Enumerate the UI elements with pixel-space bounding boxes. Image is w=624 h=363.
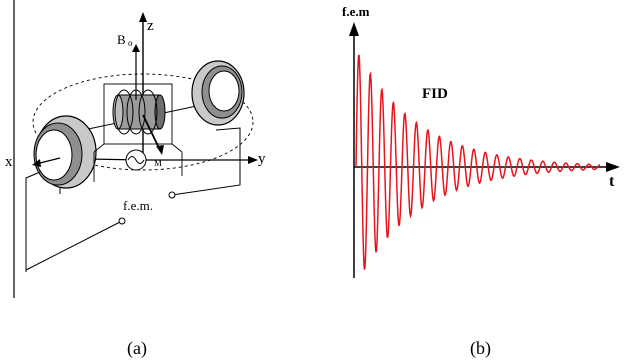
moment-label: M — [154, 158, 162, 168]
caption-a: (a) — [127, 338, 147, 359]
b0-arrowhead — [132, 44, 140, 52]
b0-label: B — [117, 32, 126, 47]
apparatus-diagram: z B o x y M f.e.m. — [5, 0, 266, 298]
emf-terminal-1 — [118, 217, 126, 225]
b0-subscript: o — [128, 38, 133, 48]
fid-y-axis-label: f.e.m — [342, 4, 370, 19]
fid-x-axis-label: t — [609, 173, 615, 190]
x-axis-label: x — [5, 154, 13, 170]
emf-label: f.e.m. — [123, 198, 153, 213]
precession-ellipse — [32, 73, 254, 171]
left-magnet-coil — [33, 115, 97, 189]
coil-frame — [93, 83, 183, 182]
magnetization-arrowhead — [156, 145, 164, 155]
fid-x-axis-arrowhead — [606, 162, 620, 172]
y-axis-arrowhead — [248, 156, 258, 164]
fid-y-axis-arrowhead — [349, 22, 359, 36]
emf-circuit — [25, 127, 241, 272]
fid-signal-curve — [355, 54, 601, 270]
fid-chart: f.e.m t FID — [342, 4, 620, 278]
z-axis-label: z — [147, 18, 154, 34]
magnetization-vector — [142, 114, 161, 151]
y-axis-label: y — [258, 151, 266, 167]
fid-signal-label: FID — [422, 86, 448, 102]
right-magnet-coil — [191, 60, 245, 126]
x-axis-arrowhead — [32, 159, 41, 167]
z-axis-arrowhead — [139, 12, 147, 22]
emf-terminal-2 — [168, 191, 176, 199]
caption-b: (b) — [470, 338, 491, 359]
